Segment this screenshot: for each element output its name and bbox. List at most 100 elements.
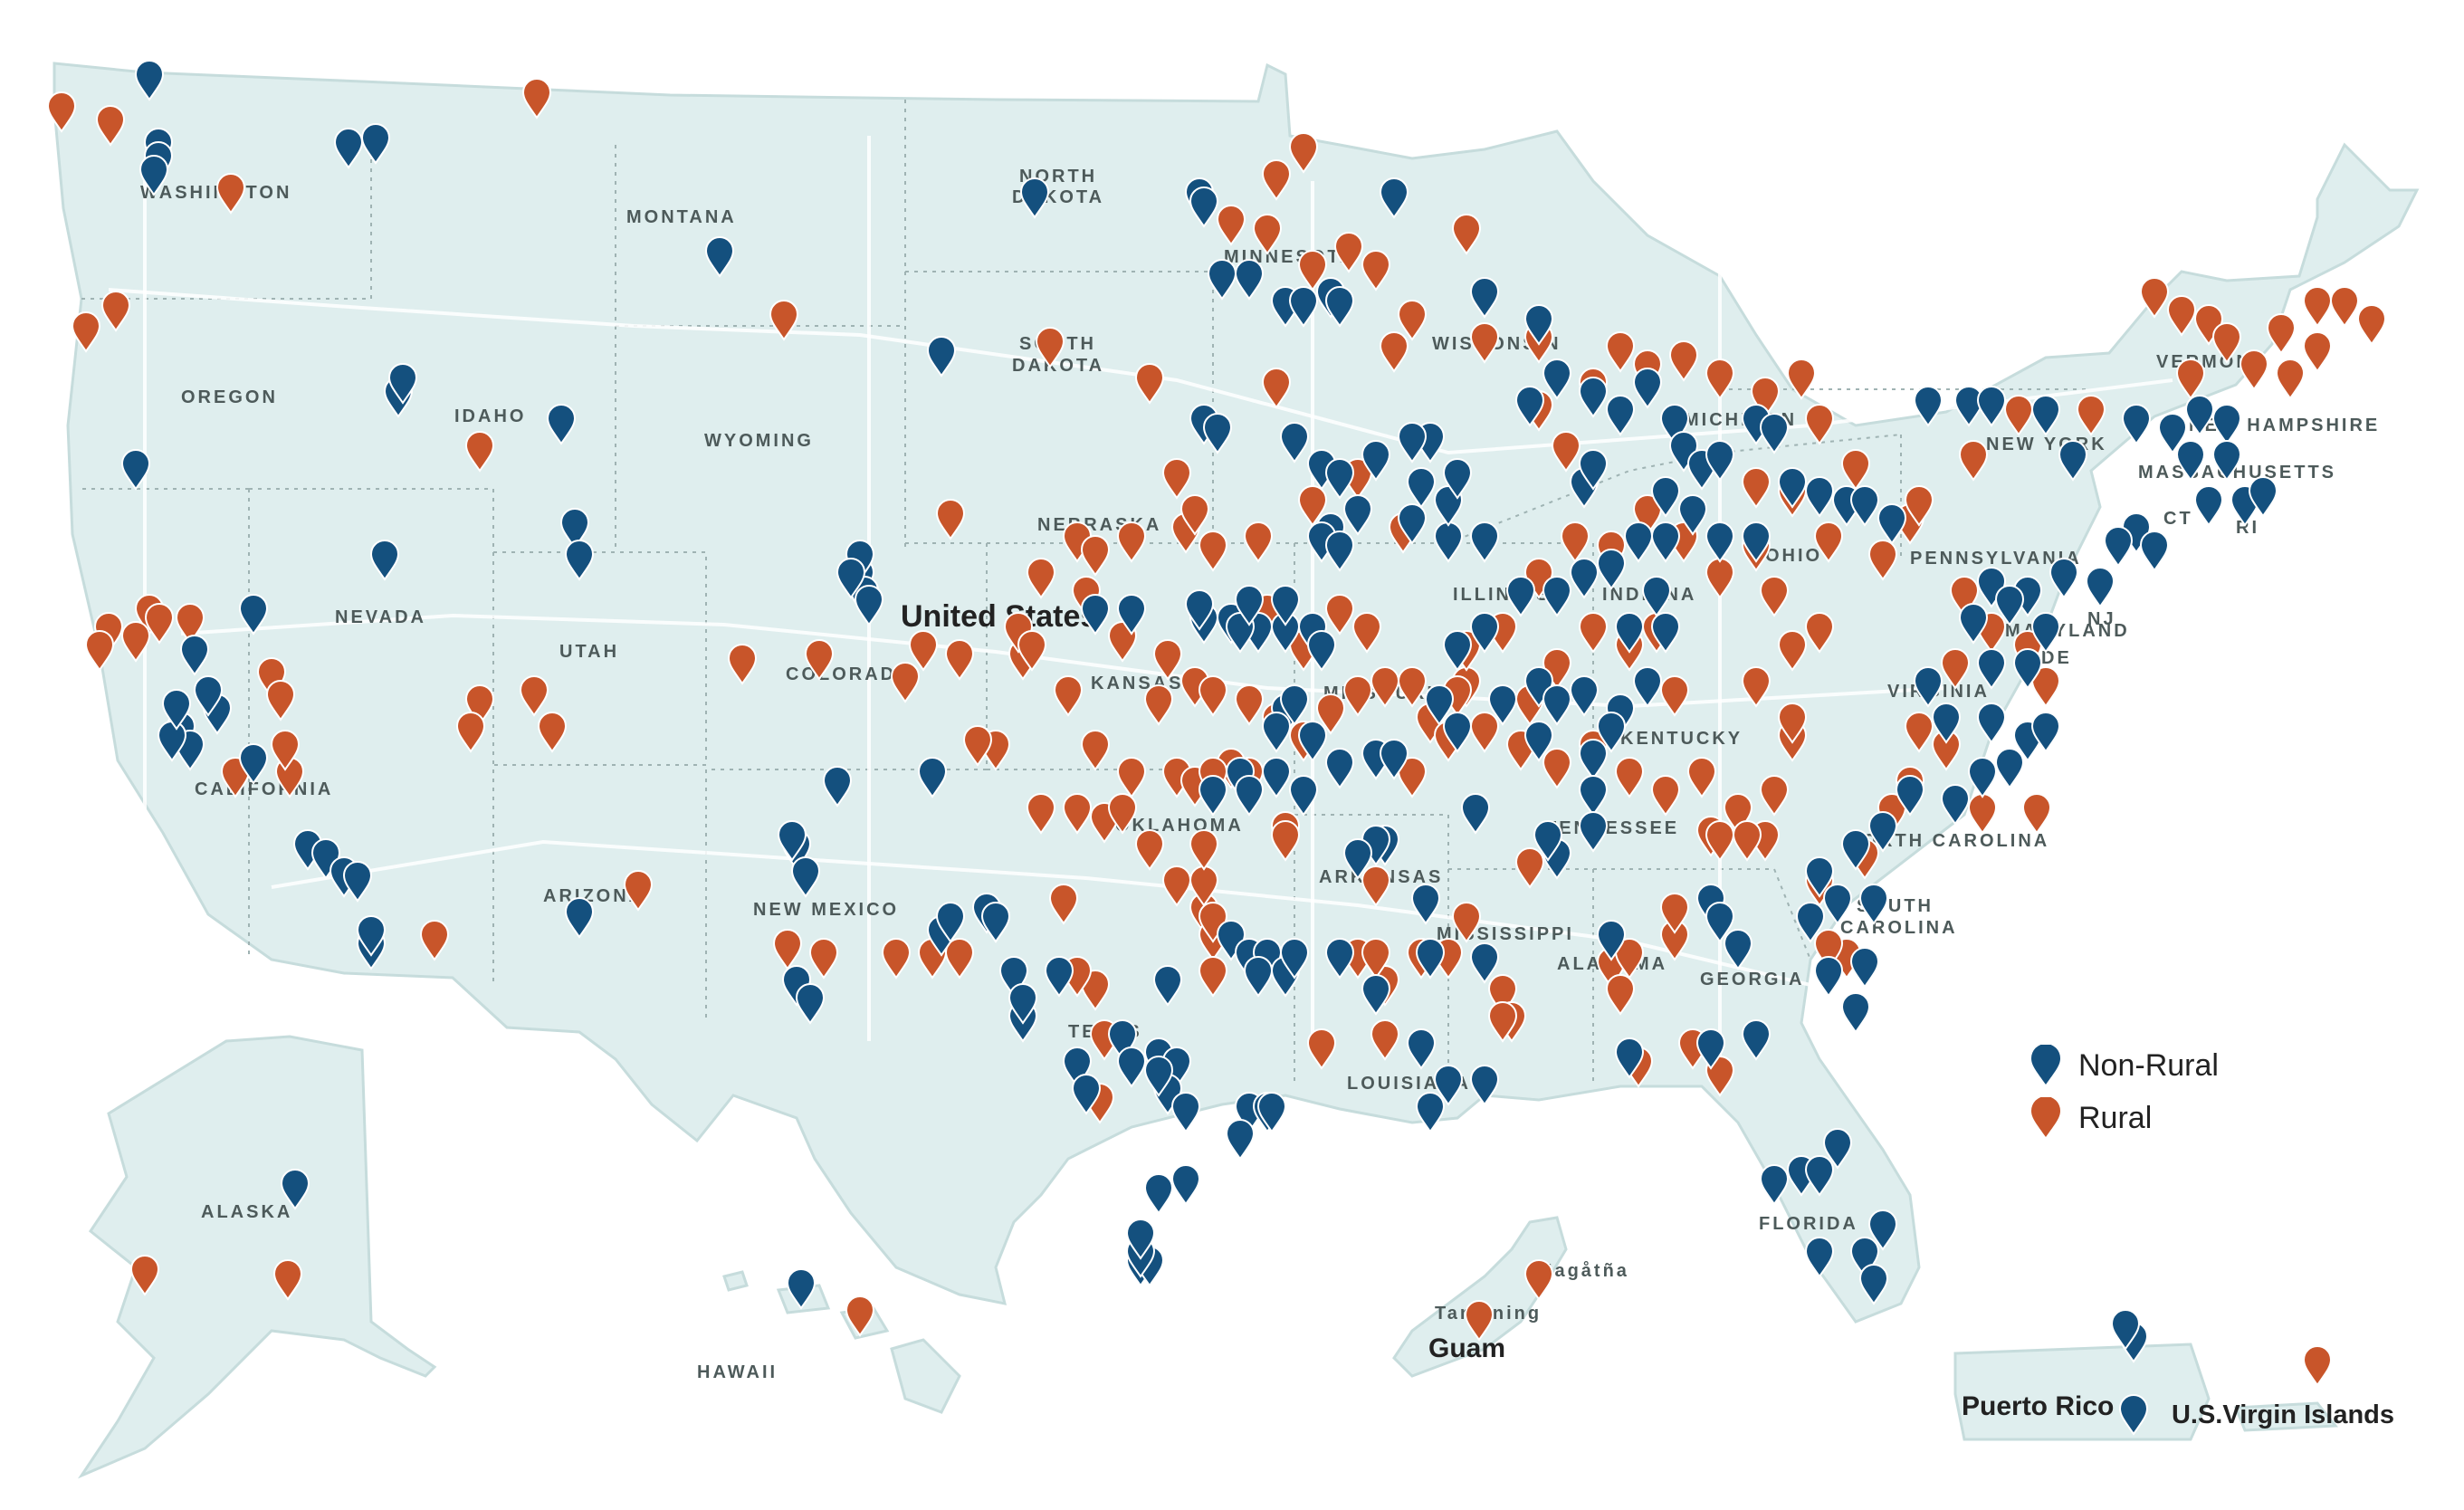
non-rural-marker[interactable] <box>1523 721 1554 762</box>
rural-marker[interactable] <box>1732 820 1762 862</box>
rural-marker[interactable] <box>881 938 912 980</box>
non-rural-marker[interactable] <box>238 743 269 785</box>
non-rural-marker[interactable] <box>1442 458 1473 500</box>
non-rural-marker[interactable] <box>1976 702 2007 744</box>
non-rural-marker[interactable] <box>1759 413 1790 454</box>
non-rural-marker[interactable] <box>1813 956 1844 998</box>
rural-marker[interactable] <box>2302 1345 2333 1387</box>
non-rural-marker[interactable] <box>1261 712 1292 753</box>
non-rural-marker[interactable] <box>1184 589 1215 631</box>
non-rural-marker[interactable] <box>1143 1173 1174 1215</box>
rural-marker[interactable] <box>1614 757 1645 798</box>
non-rural-marker[interactable] <box>1569 675 1600 717</box>
rural-marker[interactable] <box>2175 358 2206 400</box>
non-rural-marker[interactable] <box>1116 1046 1147 1088</box>
rural-marker[interactable] <box>1777 702 1808 744</box>
non-rural-marker[interactable] <box>1342 494 1373 536</box>
non-rural-marker[interactable] <box>564 897 595 939</box>
rural-marker[interactable] <box>1361 938 1391 980</box>
rural-marker[interactable] <box>2239 349 2269 391</box>
rural-marker[interactable] <box>1234 684 1265 726</box>
non-rural-marker[interactable] <box>1976 648 2007 690</box>
non-rural-marker[interactable] <box>1202 413 1233 454</box>
rural-marker[interactable] <box>519 675 549 717</box>
non-rural-marker[interactable] <box>1505 576 1536 617</box>
non-rural-marker[interactable] <box>1867 1209 1898 1251</box>
non-rural-marker[interactable] <box>790 856 821 898</box>
non-rural-marker[interactable] <box>2049 558 2079 599</box>
rural-marker[interactable] <box>265 680 296 722</box>
rural-marker[interactable] <box>100 291 131 332</box>
non-rural-marker[interactable] <box>2193 485 2224 527</box>
rural-marker[interactable] <box>1062 793 1093 835</box>
non-rural-marker[interactable] <box>1189 186 1219 228</box>
non-rural-marker[interactable] <box>2121 404 2152 445</box>
non-rural-marker[interactable] <box>1125 1219 1156 1260</box>
rural-marker[interactable] <box>1370 666 1400 708</box>
non-rural-marker[interactable] <box>704 236 735 278</box>
non-rural-marker[interactable] <box>2184 395 2215 436</box>
rural-marker[interactable] <box>1605 974 1636 1016</box>
non-rural-marker[interactable] <box>1324 748 1355 789</box>
rural-marker[interactable] <box>1315 693 1346 735</box>
rural-marker[interactable] <box>944 639 975 681</box>
non-rural-marker[interactable] <box>1279 422 1310 464</box>
non-rural-marker[interactable] <box>1442 630 1473 672</box>
rural-marker[interactable] <box>1686 757 1717 798</box>
non-rural-marker[interactable] <box>2211 404 2242 445</box>
rural-marker[interactable] <box>2329 286 2360 328</box>
non-rural-marker[interactable] <box>1397 503 1428 545</box>
non-rural-marker[interactable] <box>1913 666 1944 708</box>
rural-marker[interactable] <box>144 603 175 645</box>
non-rural-marker[interactable] <box>161 689 192 731</box>
non-rural-marker[interactable] <box>1361 440 1391 482</box>
non-rural-marker[interactable] <box>1578 449 1609 491</box>
rural-marker[interactable] <box>1759 775 1790 817</box>
rural-marker[interactable] <box>1116 521 1147 563</box>
non-rural-marker[interactable] <box>1967 757 1998 798</box>
non-rural-marker[interactable] <box>1858 1264 1889 1305</box>
non-rural-marker[interactable] <box>1913 386 1944 427</box>
rural-marker[interactable] <box>1958 440 1989 482</box>
rural-marker[interactable] <box>272 1259 303 1301</box>
non-rural-marker[interactable] <box>1542 684 1572 726</box>
non-rural-marker[interactable] <box>1723 929 1753 970</box>
non-rural-marker[interactable] <box>1008 983 1038 1025</box>
non-rural-marker[interactable] <box>1596 920 1627 961</box>
non-rural-marker[interactable] <box>1143 1056 1174 1097</box>
rural-marker[interactable] <box>1741 666 1772 708</box>
non-rural-marker[interactable] <box>2175 440 2206 482</box>
non-rural-marker[interactable] <box>822 766 853 808</box>
non-rural-marker[interactable] <box>1406 1028 1437 1070</box>
non-rural-marker[interactable] <box>559 508 590 550</box>
non-rural-marker[interactable] <box>2058 440 2088 482</box>
rural-marker[interactable] <box>537 712 568 753</box>
rural-marker[interactable] <box>1668 340 1699 382</box>
non-rural-marker[interactable] <box>1849 485 1880 527</box>
rural-marker[interactable] <box>1705 820 1735 862</box>
non-rural-marker[interactable] <box>1650 476 1681 518</box>
non-rural-marker[interactable] <box>1822 1128 1853 1170</box>
rural-marker[interactable] <box>1026 558 1056 599</box>
non-rural-marker[interactable] <box>1578 739 1609 780</box>
non-rural-marker[interactable] <box>179 635 210 676</box>
non-rural-marker[interactable] <box>1632 666 1663 708</box>
rural-marker[interactable] <box>1397 666 1428 708</box>
non-rural-marker[interactable] <box>1976 386 2007 427</box>
rural-marker[interactable] <box>419 920 450 961</box>
rural-marker[interactable] <box>1813 521 1844 563</box>
non-rural-marker[interactable] <box>1234 259 1265 301</box>
non-rural-marker[interactable] <box>1578 377 1609 418</box>
non-rural-marker[interactable] <box>1596 549 1627 590</box>
non-rural-marker[interactable] <box>1596 712 1627 753</box>
non-rural-marker[interactable] <box>1804 856 1835 898</box>
rural-marker[interactable] <box>1107 793 1138 835</box>
non-rural-marker[interactable] <box>1877 503 1907 545</box>
non-rural-marker[interactable] <box>1433 1065 1464 1106</box>
rural-marker[interactable] <box>464 431 495 473</box>
rural-marker[interactable] <box>727 644 758 685</box>
rural-marker[interactable] <box>1198 530 1228 572</box>
non-rural-marker[interactable] <box>1361 974 1391 1016</box>
rural-marker[interactable] <box>1840 449 1871 491</box>
rural-marker[interactable] <box>1397 300 1428 341</box>
